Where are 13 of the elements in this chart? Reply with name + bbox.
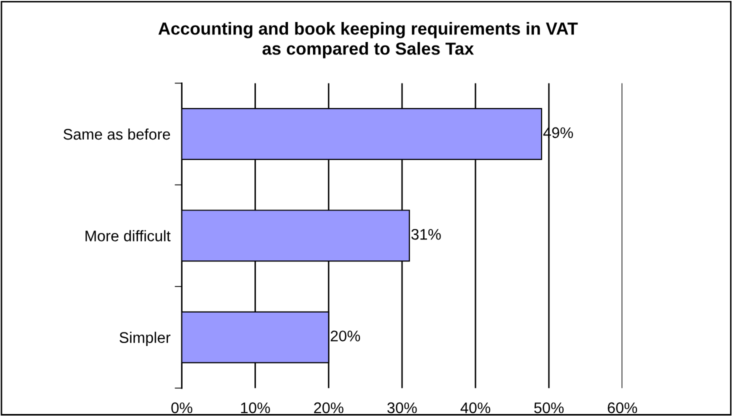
x-tick-label: 0% — [171, 402, 192, 414]
x-tick-label: 60% — [608, 402, 638, 414]
chart-title: Accounting and book keeping requirements in VAT as compared to Sales Tax — [158, 22, 578, 58]
data-label: 31% — [411, 228, 441, 240]
x-tick-label: 20% — [314, 402, 344, 414]
x-tick-label: 10% — [241, 402, 270, 414]
y-tick-label: Same as before — [64, 128, 170, 140]
x-tick-label: 40% — [460, 402, 490, 414]
x-tick-label: 30% — [387, 402, 417, 414]
data-label: 20% — [330, 330, 360, 342]
x-tick-label: 50% — [534, 402, 564, 414]
y-tick-label: More difficult — [86, 230, 171, 242]
y-tick-label: Simpler — [120, 332, 170, 346]
